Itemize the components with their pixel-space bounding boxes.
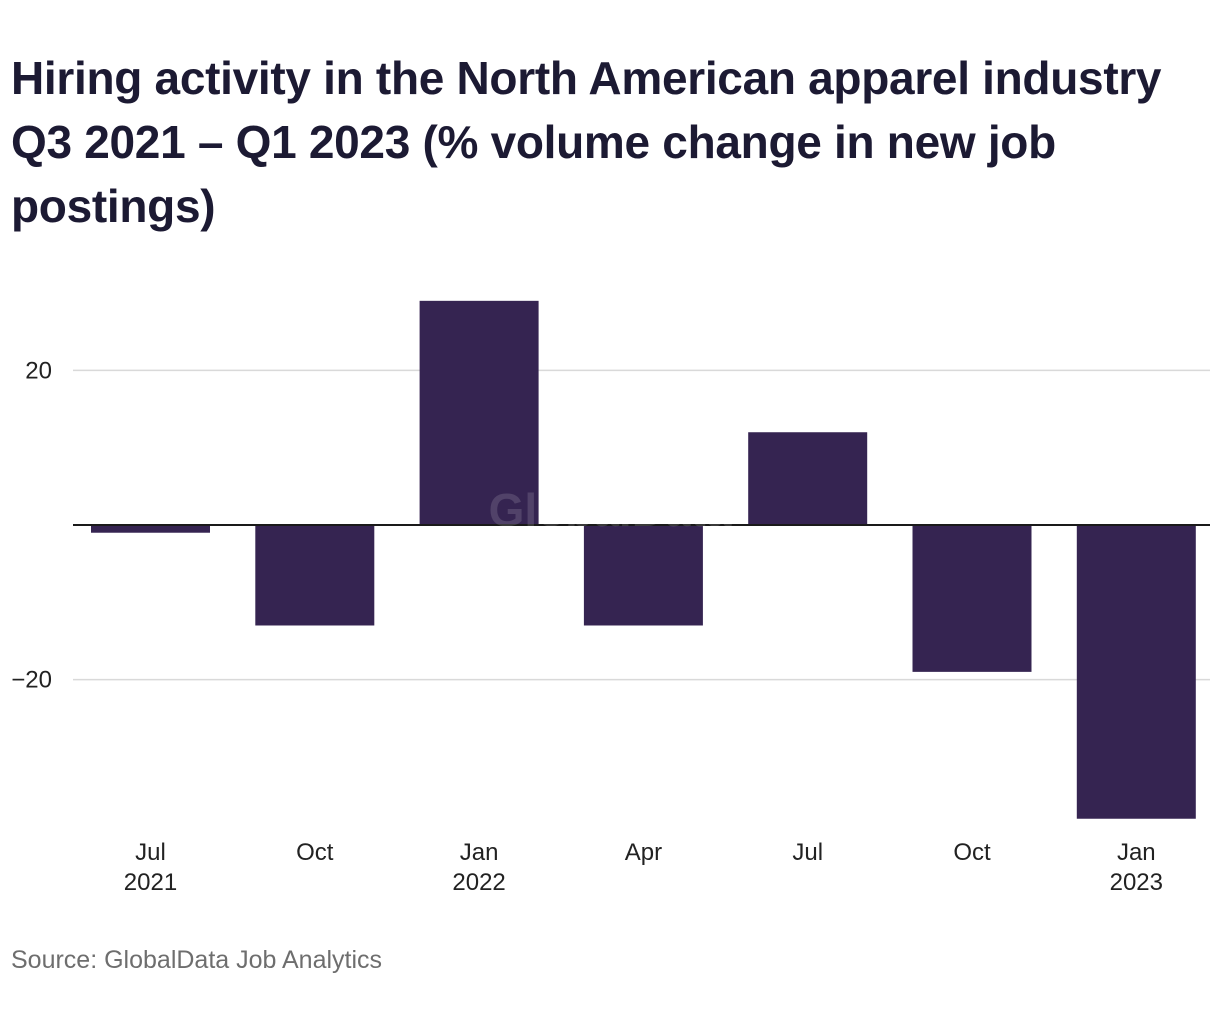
bar [255, 525, 375, 626]
x-tick-label: Apr [625, 839, 662, 866]
bar [748, 432, 868, 525]
x-tick-label: Jul [135, 839, 166, 866]
x-tick-label: Jan [1117, 839, 1156, 866]
bar [91, 525, 210, 533]
source-note: Source: GlobalData Job Analytics [11, 946, 383, 974]
x-tick-year-label: 2021 [124, 869, 177, 896]
bar [583, 525, 703, 626]
bar [419, 300, 539, 525]
watermark: GlobalData [489, 484, 732, 536]
chart-title: Hiring activity in the North American ap… [11, 52, 1162, 232]
bar [1076, 525, 1196, 819]
x-tick-label: Jan [460, 839, 499, 866]
y-axis-ticks: 20 −20 [11, 357, 52, 693]
x-tick-year-label: 2023 [1110, 869, 1163, 896]
x-tick-label: Oct [953, 839, 991, 866]
x-axis-labels: Jul 2021 Oct Jan 2022 Apr Jul Oct Jan 2023 [124, 839, 1163, 896]
x-tick-label: Jul [792, 839, 823, 866]
bars [91, 300, 1196, 819]
x-tick-label: Oct [296, 839, 334, 866]
gridlines [73, 369, 1210, 681]
x-tick-year-label: 2022 [452, 869, 505, 896]
bar [912, 525, 1032, 672]
y-tick-label: −20 [11, 667, 52, 694]
y-tick-label: 20 [25, 357, 52, 384]
